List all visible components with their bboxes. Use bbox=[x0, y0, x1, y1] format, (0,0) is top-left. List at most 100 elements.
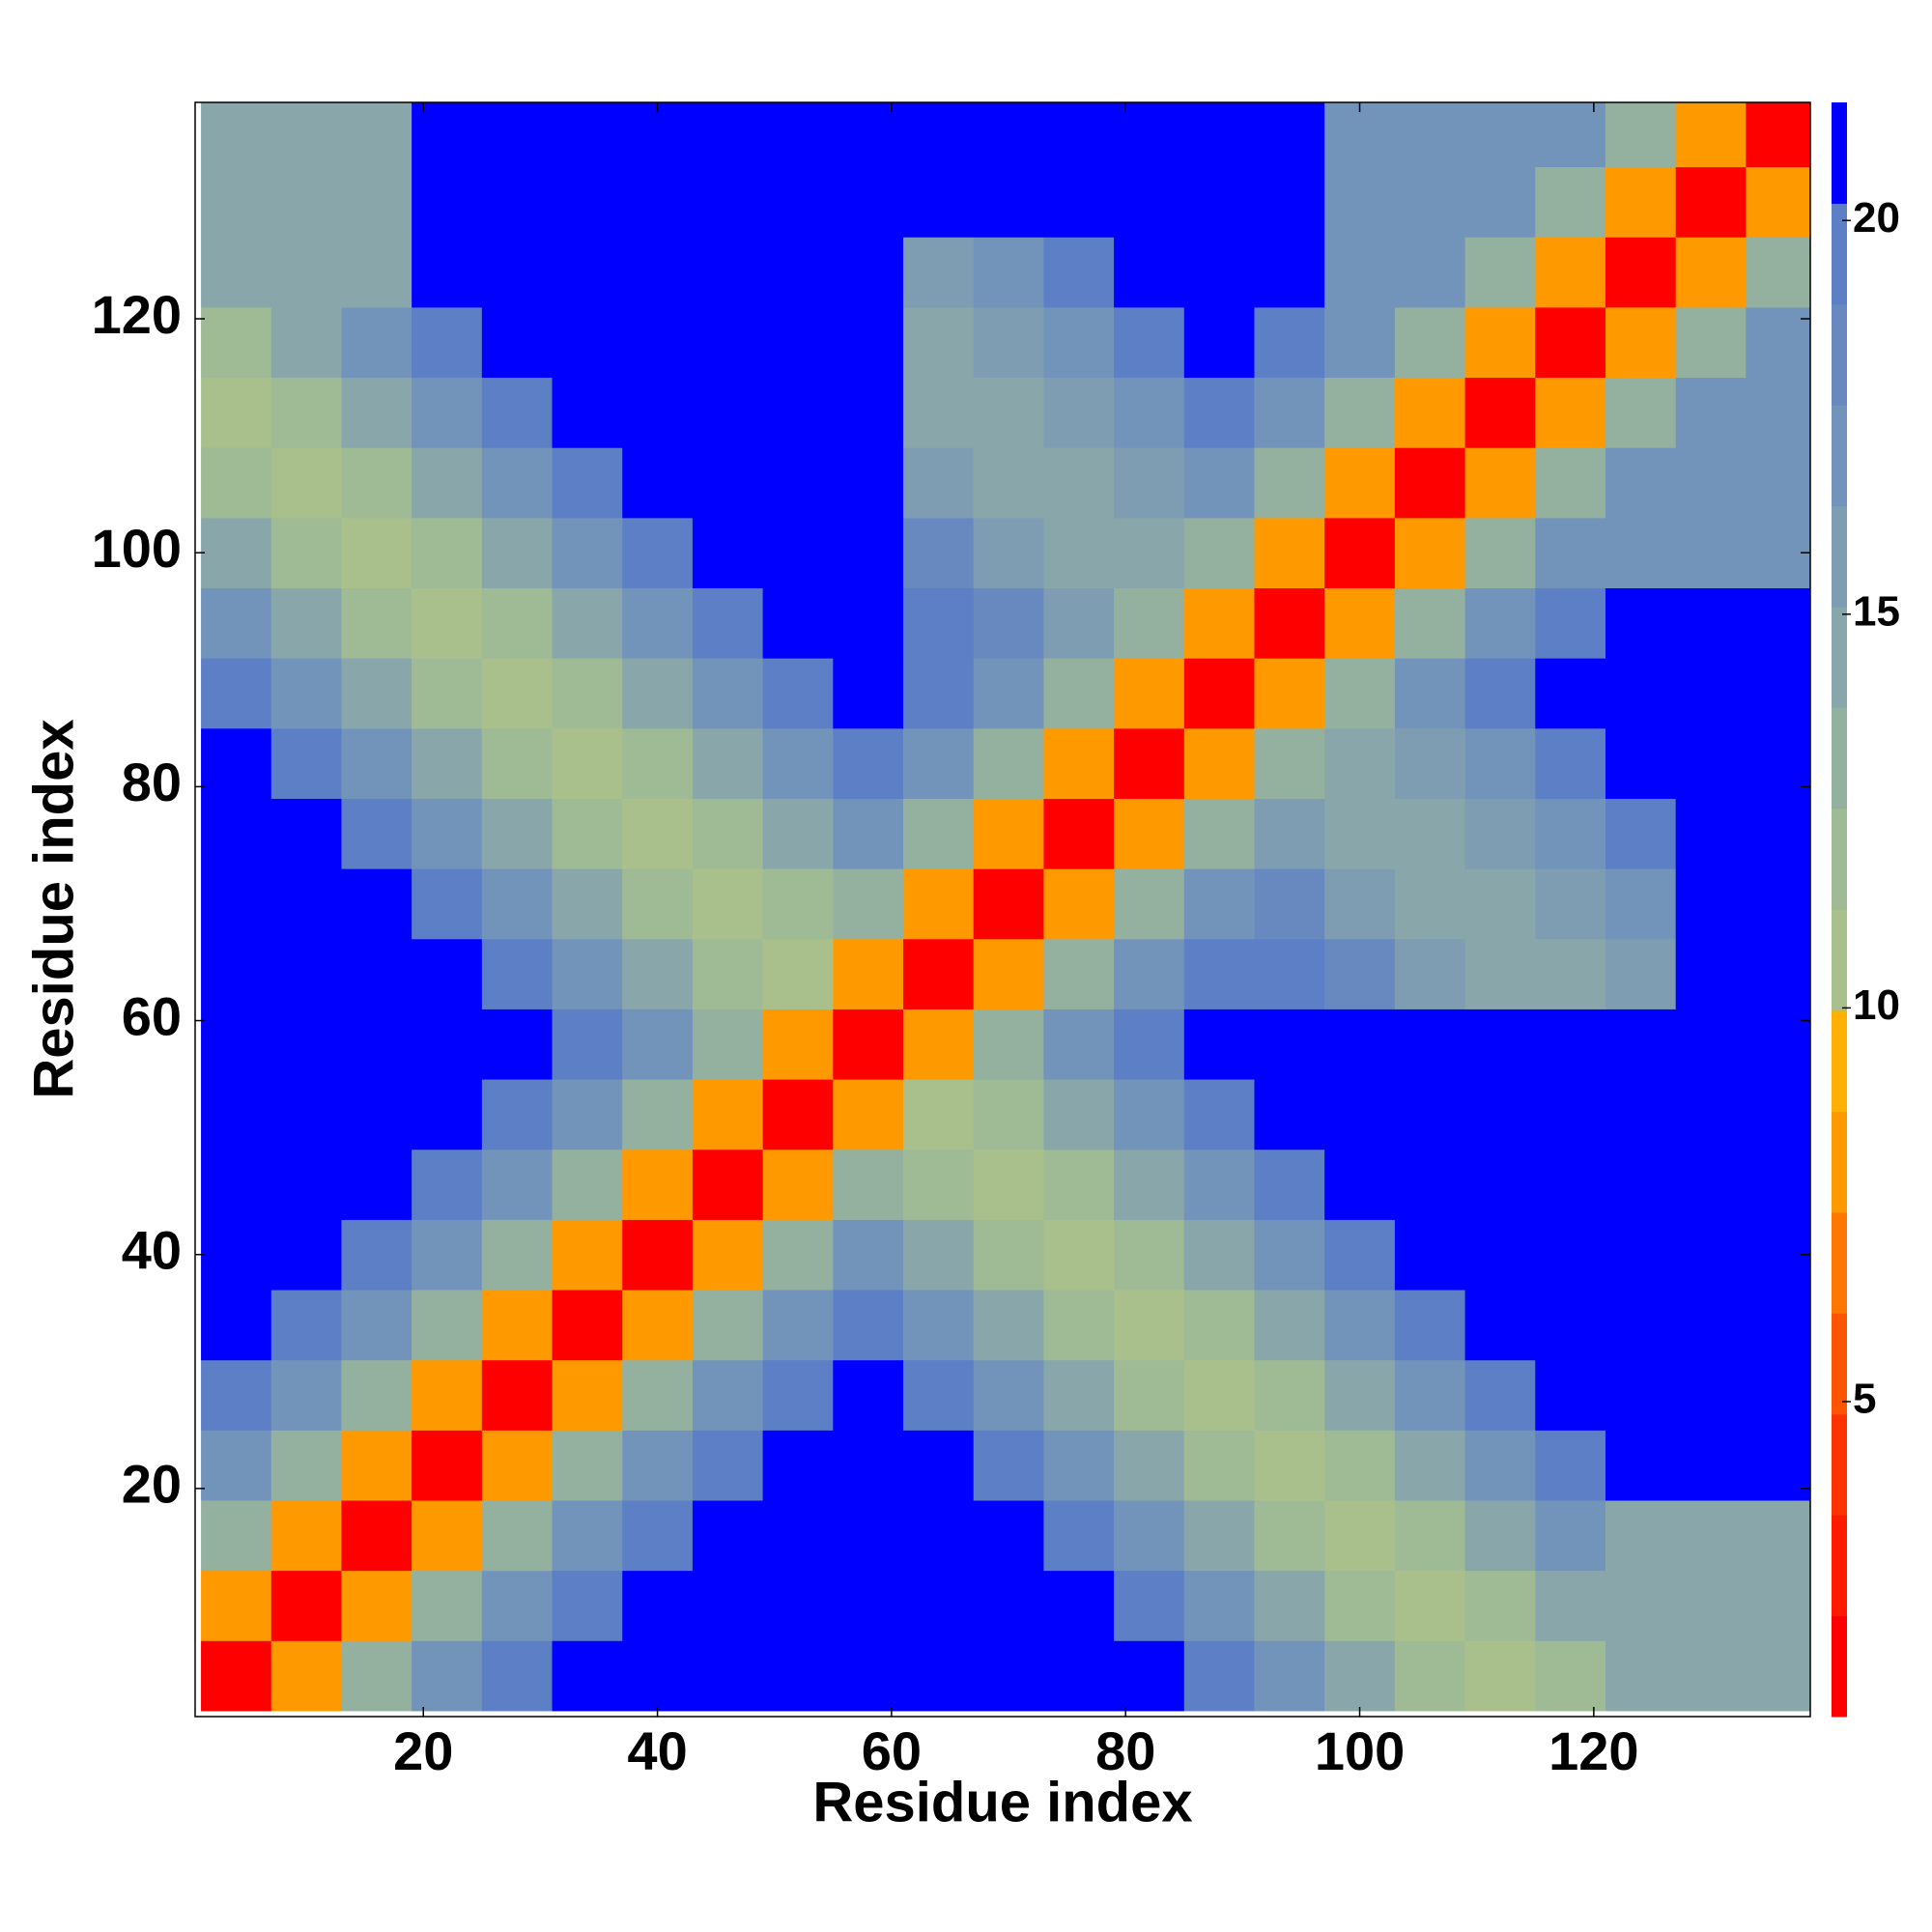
heatmap-cell bbox=[201, 1640, 272, 1712]
heatmap-cell bbox=[903, 868, 975, 940]
heatmap-cell bbox=[552, 798, 623, 869]
heatmap-cell bbox=[903, 938, 975, 1009]
colorbar-segment bbox=[1832, 1313, 1847, 1415]
y-tick-label: 80 bbox=[122, 752, 182, 812]
heatmap-cell bbox=[481, 1079, 554, 1151]
heatmap-cell bbox=[1114, 447, 1185, 519]
heatmap-cell bbox=[1394, 1570, 1466, 1641]
heatmap-cell bbox=[622, 1430, 694, 1501]
colorbar-segment bbox=[1832, 1211, 1847, 1314]
heatmap-cell bbox=[1605, 1499, 1677, 1572]
heatmap-cell bbox=[341, 1290, 412, 1361]
heatmap-cell bbox=[1114, 938, 1185, 1009]
heatmap-cell bbox=[201, 1290, 272, 1361]
heatmap-cells bbox=[201, 102, 1810, 1712]
heatmap-cell bbox=[622, 377, 694, 448]
heatmap-cell bbox=[201, 1570, 272, 1641]
heatmap-cell bbox=[341, 166, 412, 238]
heatmap-cell bbox=[270, 1149, 342, 1220]
heatmap-cell bbox=[270, 1009, 342, 1080]
heatmap-cell bbox=[1324, 237, 1396, 308]
heatmap-cell bbox=[1394, 1219, 1466, 1291]
heatmap-cell bbox=[692, 658, 764, 729]
heatmap-cell bbox=[1394, 237, 1466, 308]
heatmap-cell bbox=[1043, 166, 1115, 238]
heatmap-cell bbox=[692, 1430, 764, 1501]
heatmap-cell bbox=[973, 447, 1044, 519]
heatmap-cell bbox=[903, 1359, 975, 1431]
x-tick-label: 100 bbox=[1315, 1720, 1405, 1781]
heatmap-cell bbox=[762, 587, 834, 659]
heatmap-cell bbox=[270, 1079, 342, 1151]
heatmap-cell bbox=[1114, 1499, 1185, 1572]
heatmap-cell bbox=[903, 1570, 975, 1641]
heatmap-cell bbox=[552, 447, 623, 519]
heatmap-cell bbox=[270, 868, 342, 940]
heatmap-cell bbox=[341, 868, 412, 940]
heatmap-cell bbox=[622, 658, 694, 729]
heatmap-cell bbox=[973, 1430, 1044, 1501]
heatmap-cell bbox=[1254, 1430, 1325, 1501]
heatmap-cell bbox=[622, 166, 694, 238]
plot-frame bbox=[194, 101, 1811, 1718]
heatmap-cell bbox=[622, 1290, 694, 1361]
heatmap-cell bbox=[1043, 1079, 1115, 1151]
heatmap-cell bbox=[1535, 1290, 1606, 1361]
heatmap-cell bbox=[1254, 1149, 1325, 1220]
heatmap-cell bbox=[481, 727, 554, 799]
heatmap-cell bbox=[341, 938, 412, 1009]
heatmap-cell bbox=[270, 587, 342, 659]
heatmap-cell bbox=[201, 798, 272, 869]
heatmap-cell bbox=[412, 306, 483, 379]
colorbar-segment bbox=[1832, 909, 1847, 1011]
heatmap-cell bbox=[1324, 447, 1396, 519]
heatmap-cell bbox=[622, 1570, 694, 1641]
heatmap-cell bbox=[552, 1499, 623, 1572]
heatmap-cell bbox=[1675, 1430, 1747, 1501]
heatmap-cell bbox=[270, 102, 342, 168]
heatmap-cell bbox=[692, 1079, 764, 1151]
heatmap-cell bbox=[1464, 798, 1536, 869]
heatmap-cell bbox=[973, 798, 1044, 869]
heatmap-cell bbox=[692, 1290, 764, 1361]
heatmap-cell bbox=[270, 727, 342, 799]
heatmap-cell bbox=[1183, 1570, 1255, 1641]
heatmap-cell bbox=[622, 1149, 694, 1220]
heatmap-cell bbox=[903, 1290, 975, 1361]
heatmap-cell bbox=[1183, 377, 1255, 448]
heatmap-cell bbox=[1535, 237, 1606, 308]
heatmap-cell bbox=[1605, 1640, 1677, 1712]
heatmap-cell bbox=[762, 1430, 834, 1501]
heatmap-cell bbox=[481, 1640, 554, 1712]
heatmap-cell bbox=[481, 102, 554, 168]
heatmap-cell bbox=[762, 1359, 834, 1431]
heatmap-cell bbox=[762, 1079, 834, 1151]
heatmap-cell bbox=[1183, 587, 1255, 659]
heatmap-cell bbox=[1114, 587, 1185, 659]
heatmap-cell bbox=[412, 727, 483, 799]
heatmap-cell bbox=[833, 587, 904, 659]
heatmap-cell bbox=[1394, 1009, 1466, 1080]
colorbar-segment bbox=[1832, 1413, 1847, 1516]
heatmap-cell bbox=[762, 306, 834, 379]
heatmap-cell bbox=[1254, 1359, 1325, 1431]
heatmap-cell bbox=[973, 517, 1044, 589]
heatmap-cell bbox=[973, 587, 1044, 659]
heatmap-cell bbox=[1254, 1009, 1325, 1080]
heatmap-cell bbox=[1605, 587, 1677, 659]
heatmap-cell bbox=[1043, 868, 1115, 940]
colorbar-segment bbox=[1832, 1515, 1847, 1617]
heatmap-cell bbox=[1043, 1290, 1115, 1361]
heatmap-cell bbox=[1675, 1359, 1747, 1431]
heatmap-cell bbox=[1324, 798, 1396, 869]
heatmap-cell bbox=[1254, 1290, 1325, 1361]
heatmap-cell bbox=[481, 1430, 554, 1501]
heatmap-cell bbox=[833, 1430, 904, 1501]
heatmap-cell bbox=[1254, 166, 1325, 238]
heatmap-cell bbox=[1324, 1149, 1396, 1220]
heatmap-cell bbox=[412, 517, 483, 589]
heatmap-cell bbox=[1254, 798, 1325, 869]
heatmap-cell bbox=[622, 1079, 694, 1151]
heatmap-cell bbox=[692, 517, 764, 589]
heatmap-cell bbox=[1605, 166, 1677, 238]
